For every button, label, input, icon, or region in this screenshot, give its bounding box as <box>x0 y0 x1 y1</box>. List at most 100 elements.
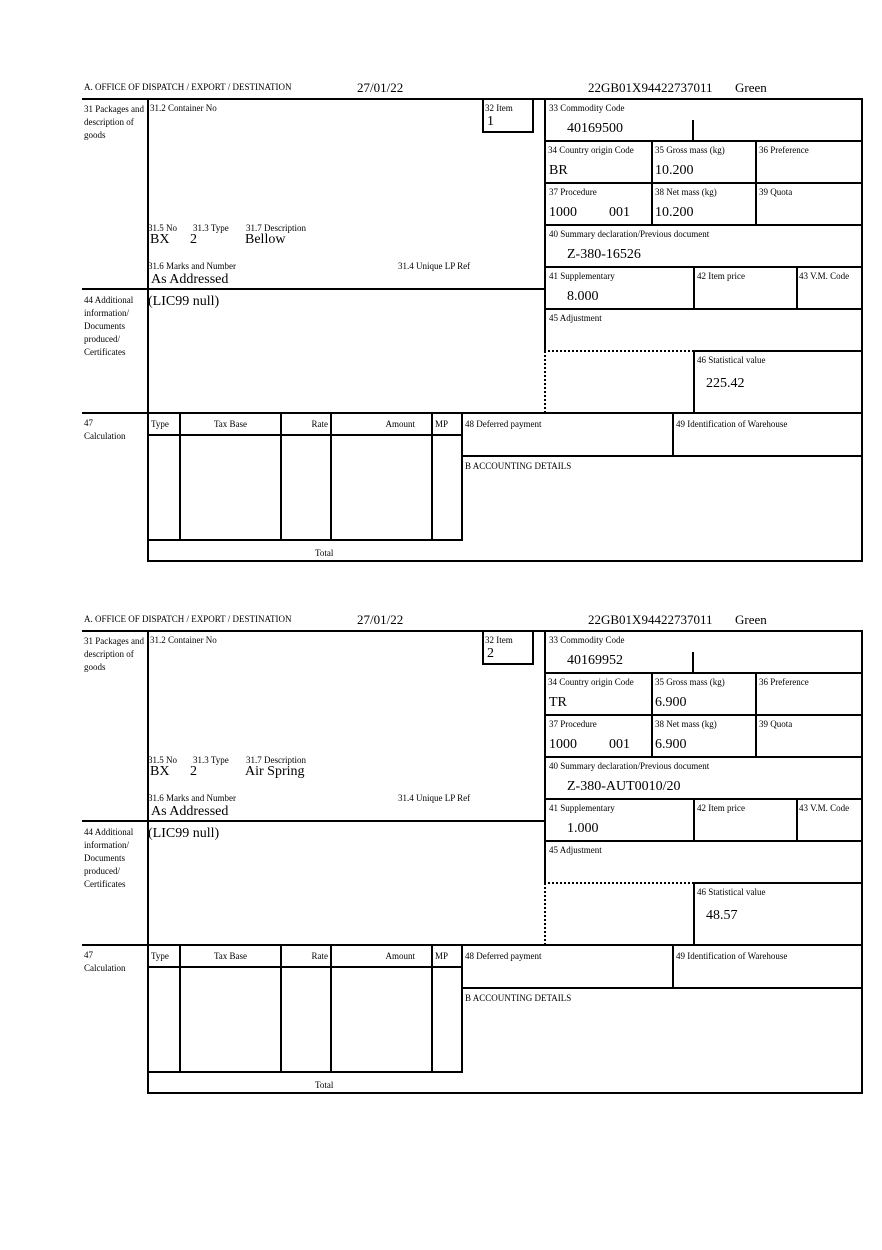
divider <box>482 98 484 133</box>
divider <box>482 630 484 665</box>
date: 27/01/22 <box>357 80 404 95</box>
procedure-label: 37 Procedure <box>549 187 597 197</box>
route: Green <box>735 80 767 95</box>
divider <box>431 944 433 1072</box>
vm-code-label: 43 V.M. Code <box>799 271 850 281</box>
divider <box>280 412 282 540</box>
divider <box>147 630 149 1094</box>
description-value: Bellow <box>245 232 286 247</box>
gross-mass-value: 6.900 <box>655 695 687 710</box>
packages-label: 31 Packages and description of goods <box>84 104 144 140</box>
net-mass-value: 10.200 <box>655 205 694 220</box>
divider <box>544 672 863 674</box>
package-count-value: 2 <box>190 232 197 247</box>
deferred-payment-label: 48 Deferred payment <box>465 951 542 961</box>
adjustment-label: 45 Adjustment <box>549 845 602 855</box>
quota-label: 39 Quota <box>759 187 793 197</box>
gross-mass-label: 35 Gross mass (kg) <box>655 677 725 687</box>
divider <box>179 944 181 1072</box>
divider <box>651 672 653 757</box>
unique-lp-ref-label: 31.4 Unique LP Ref <box>398 793 471 803</box>
divider <box>532 98 534 133</box>
divider <box>461 412 463 540</box>
reference-number: 22GB01X94422737011 <box>588 612 713 627</box>
warehouse-label: 49 Identification of Warehouse <box>676 951 788 961</box>
adjustment-label: 45 Adjustment <box>549 313 602 323</box>
divider <box>693 882 863 884</box>
divider <box>147 434 463 436</box>
divider <box>482 131 534 133</box>
procedure-code-value: 1000 <box>549 205 577 220</box>
dotted-divider <box>544 882 694 884</box>
divider <box>431 412 433 540</box>
deferred-payment-label: 48 Deferred payment <box>465 419 542 429</box>
no-label: 31.5 No <box>148 755 177 765</box>
statistical-value: 48.57 <box>706 908 738 923</box>
divider <box>544 140 863 142</box>
commodity-code-label: 33 Commodity Code <box>549 103 625 113</box>
marks-label: 31.6 Marks and Number <box>148 793 236 803</box>
route: Green <box>735 612 767 627</box>
calc-tax-base-header: Tax Base <box>213 951 248 961</box>
description-label: 31.7 Description <box>246 755 306 765</box>
divider <box>482 663 534 665</box>
previous-document-value: Z-380-AUT0010/20 <box>567 779 681 794</box>
marks-value: As Addressed <box>151 804 229 819</box>
divider <box>544 840 863 842</box>
quota-label: 39 Quota <box>759 719 793 729</box>
reference-number: 22GB01X94422737011 <box>588 80 713 95</box>
calc-tax-base-header: Tax Base <box>213 419 248 429</box>
divider <box>796 266 798 309</box>
additional-info-value: (LIC99 null) <box>148 826 220 841</box>
customs-declaration-item: A. OFFICE OF DISPATCH / EXPORT / DESTINA… <box>82 80 863 562</box>
supplementary-label: 41 Supplementary <box>549 803 615 813</box>
vm-code-label: 43 V.M. Code <box>799 803 850 813</box>
commodity-code-value: 40169952 <box>567 653 623 668</box>
item-price-label: 42 Item price <box>697 803 745 813</box>
country-origin-value: BR <box>549 163 568 178</box>
calc-type-header: Type <box>151 419 169 429</box>
date: 27/01/22 <box>357 612 404 627</box>
divider <box>147 560 863 562</box>
additional-info-label: 44 Additional information/ Documents pro… <box>84 295 134 357</box>
divider <box>796 798 798 841</box>
divider <box>544 182 863 184</box>
additional-info-label: 44 Additional information/ Documents pro… <box>84 827 134 889</box>
supplementary-label: 41 Supplementary <box>549 271 615 281</box>
divider <box>544 308 863 310</box>
calc-rate-header: Rate <box>311 951 329 961</box>
divider <box>693 350 863 352</box>
accounting-details-label: B ACCOUNTING DETAILS <box>465 993 572 1003</box>
divider <box>147 1071 463 1073</box>
unique-lp-ref-label: 31.4 Unique LP Ref <box>398 261 471 271</box>
description-value: Air Spring <box>245 764 305 779</box>
gross-mass-label: 35 Gross mass (kg) <box>655 145 725 155</box>
item-value: 2 <box>487 646 494 661</box>
divider <box>330 412 332 540</box>
item-price-label: 42 Item price <box>697 271 745 281</box>
no-label: 31.5 No <box>148 223 177 233</box>
summary-declaration-label: 40 Summary declaration/Previous document <box>549 761 710 771</box>
package-kind-value: BX <box>150 232 170 247</box>
statistical-value-label: 46 Statistical value <box>697 355 766 365</box>
country-origin-label: 34 Country origin Code <box>548 145 634 155</box>
divider <box>82 288 546 290</box>
commodity-code-label: 33 Commodity Code <box>549 635 625 645</box>
divider <box>461 455 863 457</box>
preference-label: 36 Preference <box>759 145 809 155</box>
package-kind-value: BX <box>150 764 170 779</box>
calculation-label: 47 Calculation <box>84 418 126 441</box>
statistical-value: 225.42 <box>706 376 745 391</box>
procedure-suffix-value: 001 <box>609 737 630 752</box>
accounting-details-label: B ACCOUNTING DETAILS <box>465 461 572 471</box>
divider <box>147 539 463 541</box>
calc-amount-header: Amount <box>385 951 415 961</box>
commodity-code-value: 40169500 <box>567 121 623 136</box>
divider <box>532 630 534 665</box>
dotted-divider <box>544 350 694 352</box>
divider <box>672 412 674 456</box>
divider <box>280 944 282 1072</box>
supplementary-value: 8.000 <box>567 289 599 304</box>
divider <box>82 944 863 946</box>
marks-label: 31.6 Marks and Number <box>148 261 236 271</box>
